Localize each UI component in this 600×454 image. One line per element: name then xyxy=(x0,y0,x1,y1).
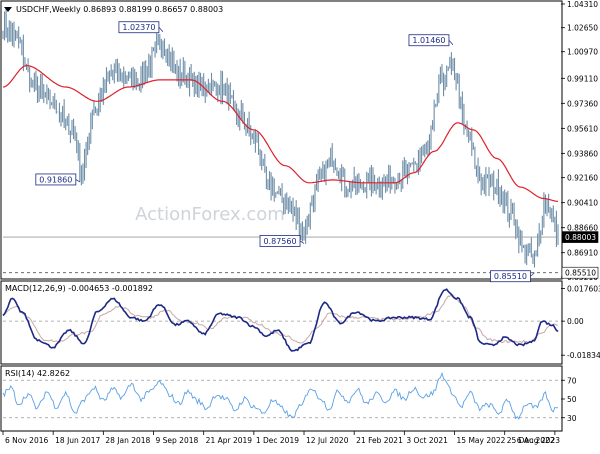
price-axis-tick-label: 0.86910 xyxy=(567,249,598,258)
price-panel-title: USDCHF,Weekly 0.86893 0.88199 0.86657 0.… xyxy=(16,5,223,14)
annotation-label: 1.01460 xyxy=(412,36,445,45)
macd-axis-tick-label: -0.01834 xyxy=(567,351,600,360)
x-axis-tick-label: 25 Dec 2022 xyxy=(507,436,555,445)
price-axis-tick-label: 0.88660 xyxy=(567,224,598,233)
x-axis-tick-label: 21 Apr 2019 xyxy=(206,436,253,445)
support-level-label: 0.85510 xyxy=(565,269,596,278)
price-annotation: 1.02370 xyxy=(118,21,164,34)
annotation-label: 0.91860 xyxy=(39,175,72,184)
price-axis-tick-label: 0.92160 xyxy=(567,174,598,183)
macd-panel-frame xyxy=(0,280,563,365)
annotation-label: 1.02370 xyxy=(122,23,155,32)
axis-layer: 1.04310 1.02650 1.00970 0.99110 0.97360 0.956… xyxy=(2,0,600,445)
price-axis-tick-label: 0.93860 xyxy=(567,149,598,158)
annotation-leader xyxy=(530,272,535,277)
annotation-label: 0.85510 xyxy=(494,272,527,281)
x-axis-tick-label: 1 Dec 2019 xyxy=(256,436,299,445)
rsi-axis-tick-label: 30 xyxy=(567,414,577,423)
price-annotation: 0.91860 xyxy=(35,173,81,186)
macd-main-line xyxy=(2,288,559,352)
price-axis-tick-label: 1.04310 xyxy=(567,0,598,9)
price-axis-tick-label: 0.99110 xyxy=(567,74,598,83)
macd-panel-title: MACD(12,26,9) -0.004653 -0.001892 xyxy=(5,284,153,293)
macd-layer xyxy=(2,288,559,352)
x-axis-tick-label: 6 Nov 2016 xyxy=(5,436,48,445)
x-axis-tick-label: 6 Aug 2023 xyxy=(517,436,560,445)
price-axis-tick-label: 0.97360 xyxy=(567,99,598,108)
rsi-axis-tick-label: 50 xyxy=(567,395,577,404)
price-axis-tick-label: 0.95610 xyxy=(567,124,598,133)
price-axis-tick-label: 1.00970 xyxy=(567,48,598,57)
macd-axis-tick-label: 0.017603 xyxy=(567,284,600,293)
macd-signal-line xyxy=(2,293,558,344)
x-axis-tick-label: 28 Jan 2018 xyxy=(105,436,150,445)
price-axis-tick-label: 1.02650 xyxy=(567,24,598,33)
title-dropdown-icon[interactable] xyxy=(4,7,12,12)
rsi-line xyxy=(2,371,559,420)
rsi-panel-frame xyxy=(0,365,563,432)
x-axis-tick-label: 18 Jun 2017 xyxy=(55,436,100,445)
moving-average-line xyxy=(2,64,559,202)
support-level-box xyxy=(561,266,599,279)
annotation-leader xyxy=(158,26,164,32)
price-annotation: 1.01460 xyxy=(408,34,454,47)
price-layer: 1.02370 0.91860 0.87560 1.01460 0.85510 xyxy=(2,8,559,283)
x-axis-tick-label: 21 Feb 2021 xyxy=(356,436,403,445)
price-annotation: 0.85510 xyxy=(490,270,535,283)
annotation-leader xyxy=(299,240,305,244)
annotation-leader xyxy=(448,40,454,45)
rsi-panel-title: RSI(14) 42.8262 xyxy=(5,369,70,378)
price-axis-tick-label: 0.90410 xyxy=(567,199,598,208)
x-axis-tick-label: 12 Jul 2020 xyxy=(306,436,349,445)
x-axis-tick-label: 9 Sep 2018 xyxy=(156,436,199,445)
rsi-axis-tick-label: 70 xyxy=(567,376,577,385)
x-axis-tick-label: 3 Oct 2021 xyxy=(406,436,448,445)
rsi-layer xyxy=(2,371,559,420)
watermark-text: ActionForex.com xyxy=(135,204,285,225)
current-price-label: 0.88003 xyxy=(565,233,596,242)
price-annotation: 0.87560 xyxy=(259,235,305,247)
current-price-box xyxy=(561,231,599,243)
macd-axis-tick-label: 0.00 xyxy=(567,317,584,326)
annotation-leader xyxy=(75,179,81,183)
annotation-label: 0.87560 xyxy=(263,237,296,246)
x-axis-tick-label: 15 May 2022 xyxy=(457,436,506,445)
price-panel-frame xyxy=(0,0,563,280)
